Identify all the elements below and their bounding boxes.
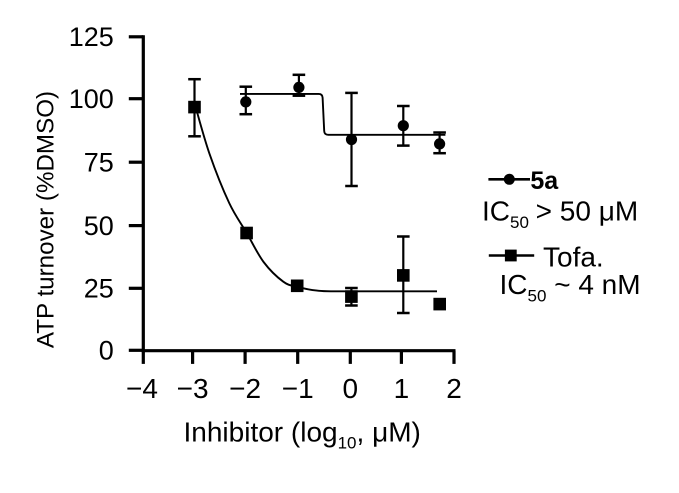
svg-text:5a: 5a: [530, 167, 559, 195]
svg-text:Tofa.: Tofa.: [543, 241, 604, 272]
svg-text:50: 50: [84, 211, 114, 241]
svg-text:125: 125: [69, 22, 114, 52]
svg-text:Inhibitor (log10, μM): Inhibitor (log10, μM): [184, 417, 421, 453]
svg-text:IC50 > 50 μM: IC50 > 50 μM: [482, 195, 638, 232]
svg-text:100: 100: [69, 84, 114, 114]
svg-text:−4: −4: [126, 373, 158, 404]
svg-text:75: 75: [84, 148, 114, 178]
svg-text:2: 2: [446, 373, 462, 404]
svg-text:1: 1: [394, 373, 410, 404]
svg-text:0: 0: [99, 336, 114, 366]
svg-text:−2: −2: [229, 373, 261, 404]
svg-text:−1: −1: [282, 373, 314, 404]
svg-text:0: 0: [343, 373, 359, 404]
svg-text:25: 25: [84, 274, 114, 304]
svg-text:ATP turnover (%DMSO): ATP turnover (%DMSO): [33, 91, 60, 348]
svg-text:IC50 ~ 4 nM: IC50 ~ 4 nM: [500, 269, 641, 306]
svg-text:−3: −3: [177, 373, 209, 404]
